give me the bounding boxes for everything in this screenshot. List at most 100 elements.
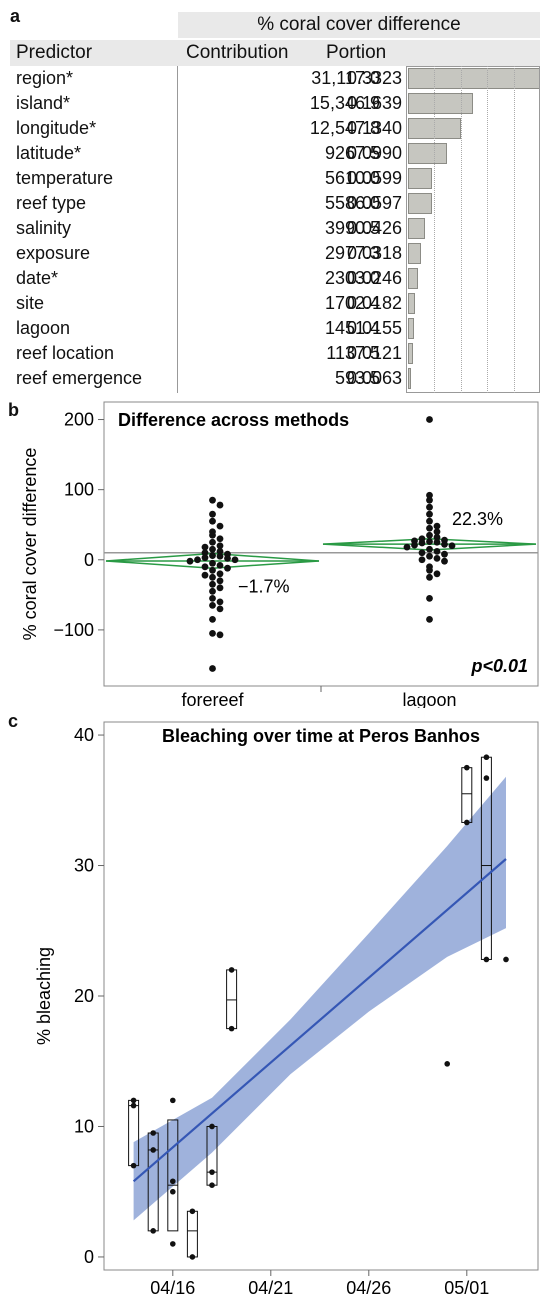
data-point (170, 1188, 176, 1195)
contribution-value: 593.5 (334, 368, 380, 388)
portion-bar (408, 168, 432, 189)
confidence-band (133, 776, 506, 1221)
data-point (209, 580, 216, 588)
portion-bar (408, 143, 448, 164)
data-point (448, 542, 456, 550)
predictor-name: region* (16, 68, 74, 88)
predictor-name: site (16, 293, 45, 313)
data-point (209, 665, 216, 672)
contribution-value: 31,117.0 (311, 68, 380, 88)
portion-value: 0.0597 (346, 193, 402, 213)
data-point (209, 573, 216, 581)
data-point (216, 561, 224, 569)
table-row: date* 2303.0 0.0246 (10, 266, 540, 291)
table-row: site 1702.4 0.0182 (10, 291, 540, 316)
chart-title: Bleaching over time at Peros Banhos (162, 726, 480, 746)
table-row: region* 31,117.0 0.3323 (10, 66, 540, 91)
data-point (209, 517, 216, 525)
data-point (209, 510, 216, 518)
data-point (201, 563, 209, 571)
data-point (483, 956, 490, 963)
predictor-name: reef emergence (16, 368, 143, 388)
portion-bar (408, 293, 416, 314)
data-point (209, 594, 216, 602)
data-point (130, 1097, 137, 1104)
data-point (209, 630, 216, 637)
table-row: temperature 5610.0 0.0599 (10, 166, 540, 191)
y-tick-label: 0 (84, 550, 94, 570)
data-point (503, 956, 509, 963)
x-tick-label: 04/21 (248, 1278, 293, 1298)
data-point (189, 1254, 196, 1260)
y-tick-label: 100 (64, 480, 94, 500)
data-point (209, 566, 216, 574)
contribution-value: 9267.5 (324, 143, 380, 163)
x-tick-label: 04/26 (346, 1278, 391, 1298)
data-point (464, 764, 470, 771)
data-point (216, 598, 224, 606)
data-point (426, 524, 433, 532)
portion-value: 0.0182 (346, 293, 402, 313)
data-point (216, 552, 224, 560)
mean-label-forereef: −1.7% (238, 576, 290, 596)
contribution-value: 15,346.9 (309, 93, 380, 113)
column-header-portion: Portion (326, 42, 387, 63)
data-point (209, 545, 216, 553)
data-point (150, 1228, 156, 1234)
data-point (426, 416, 433, 423)
bar-guide-line (513, 66, 515, 393)
data-point (418, 539, 426, 547)
table-row: latitude* 9267.5 0.0990 (10, 141, 540, 166)
data-point (130, 1102, 137, 1109)
data-point (426, 538, 433, 545)
bleaching-chart: Bleaching over time at Peros Banhos 0 10 20… (34, 721, 539, 1298)
portion-value: 0.0990 (346, 143, 402, 163)
table-row: exposure 2977.3 0.0318 (10, 241, 540, 266)
data-point (433, 570, 441, 578)
chart-title: Difference across methods (118, 410, 349, 430)
portion-value: 0.0599 (346, 168, 402, 188)
y-tick-label: −100 (53, 620, 94, 640)
data-point (228, 967, 235, 973)
panel-b-label: b (8, 400, 19, 420)
x-tick-label: 04/16 (150, 1278, 195, 1298)
y-axis-label: % bleaching (34, 947, 54, 1045)
portion-bar (408, 268, 418, 289)
data-point (194, 556, 201, 564)
portion-bar (408, 318, 415, 339)
data-point (464, 819, 470, 826)
data-point (209, 1182, 215, 1188)
data-point (201, 554, 209, 562)
portion-value: 0.0121 (346, 343, 402, 363)
contribution-value: 1451.4 (324, 318, 380, 338)
predictor-name: date* (16, 268, 59, 288)
portion-bar (408, 193, 432, 214)
table-row: island* 15,346.9 0.1639 (10, 91, 540, 116)
portion-bar (408, 243, 421, 264)
table-column-header-row: Predictor Contribution Portion (10, 40, 540, 66)
data-point (150, 1130, 156, 1136)
data-point (433, 554, 441, 562)
table-row: salinity 3990.5 0.0426 (10, 216, 540, 241)
data-point (433, 547, 441, 555)
data-point (426, 615, 433, 623)
predictor-name: island* (16, 93, 71, 113)
data-point (209, 615, 216, 623)
mean-label-lagoon: 22.3% (452, 509, 503, 529)
data-point (189, 1208, 196, 1215)
data-point (130, 1162, 137, 1169)
portion-value: 0.0426 (346, 218, 402, 238)
portion-value: 0.0155 (346, 318, 402, 338)
data-point (186, 557, 194, 565)
predictor-name: exposure (16, 243, 91, 263)
predictor-name: reef type (16, 193, 87, 213)
column-header-predictor: Predictor (16, 42, 93, 63)
y-tick-label: 40 (74, 725, 94, 745)
y-tick-label: 200 (64, 410, 94, 430)
x-tick-label: 05/01 (444, 1278, 489, 1298)
data-point (201, 549, 209, 557)
table-row: reef location 1137.5 0.0121 (10, 341, 540, 366)
contribution-value: 5610.0 (324, 168, 380, 188)
contribution-value: 5586.0 (324, 193, 380, 213)
data-point (201, 543, 209, 551)
